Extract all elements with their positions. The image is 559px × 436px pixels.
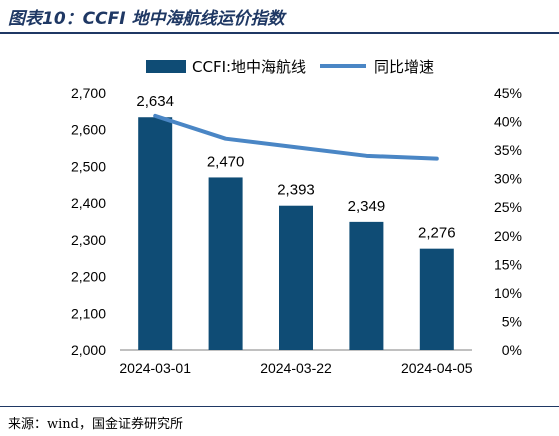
source-note: 来源：wind，国金证券研究所	[8, 417, 183, 432]
y-right-tick-label: 35%	[494, 142, 522, 158]
y-right-tick-label: 0%	[502, 342, 522, 358]
y-left-tick-label: 2,400	[71, 195, 106, 211]
y-right-tick-label: 30%	[494, 171, 522, 187]
bar-data-label: 2,393	[277, 182, 315, 199]
y-left-tick-label: 2,500	[71, 158, 106, 174]
bar	[138, 117, 173, 350]
bar-data-label: 2,349	[348, 198, 386, 215]
legend-bar-label: CCFI:地中海航线	[192, 58, 306, 76]
y-left-tick-label: 2,200	[71, 269, 106, 285]
y-right-tick-label: 40%	[494, 114, 522, 130]
x-tick-label: 2024-03-22	[260, 360, 332, 376]
y-left-tick-label: 2,600	[71, 122, 106, 138]
y-left-tick-label: 2,000	[71, 342, 106, 358]
title-divider	[0, 32, 559, 34]
y-right-tick-label: 45%	[494, 85, 522, 101]
bar	[349, 221, 384, 350]
legend: CCFI:地中海航线 同比增速	[146, 58, 434, 76]
y-right-tick-label: 20%	[494, 228, 522, 244]
chart-title: 图表10：CCFI 地中海航线运价指数	[8, 9, 285, 29]
y-right-tick-label: 10%	[494, 285, 522, 301]
legend-line-label: 同比增速	[374, 58, 434, 76]
legend-bar-swatch	[146, 60, 186, 73]
bar-data-label: 2,634	[136, 93, 174, 110]
x-tick-label: 2024-03-01	[119, 360, 191, 376]
bar	[279, 205, 313, 350]
y-right-tick-label: 25%	[494, 199, 522, 215]
y-left-tick-label: 2,300	[71, 232, 106, 248]
x-tick-label: 2024-04-05	[401, 360, 473, 376]
y-left-tick-label: 2,100	[71, 305, 106, 321]
bar-data-label: 2,276	[418, 225, 456, 242]
bar	[419, 248, 454, 350]
bar	[208, 177, 243, 350]
y-left-tick-label: 2,700	[71, 85, 106, 101]
y-right-tick-label: 15%	[494, 256, 522, 272]
bar-data-label: 2,470	[207, 153, 245, 170]
y-right-tick-label: 5%	[502, 313, 522, 329]
source-divider	[0, 406, 559, 407]
yoy-growth-line	[153, 113, 439, 161]
